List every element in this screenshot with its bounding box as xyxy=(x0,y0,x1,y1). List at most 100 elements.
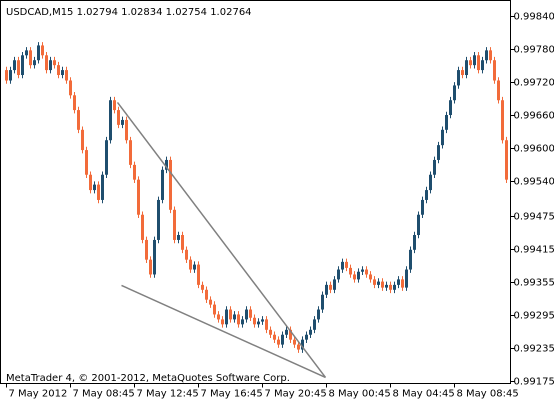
candle-body xyxy=(201,284,204,290)
candle-body xyxy=(405,269,408,288)
candle-body xyxy=(193,264,196,270)
candle-body xyxy=(377,281,380,285)
trend-line xyxy=(121,284,326,379)
candle-body xyxy=(329,284,332,290)
candle-body xyxy=(37,45,40,61)
candle-body xyxy=(349,267,352,275)
candle-body xyxy=(141,214,144,240)
candle-body xyxy=(309,329,312,335)
candle-body xyxy=(129,140,132,165)
x-tick-label: 8 May 04:45 xyxy=(393,389,455,400)
candle-body xyxy=(181,235,184,250)
candle-body xyxy=(25,50,28,56)
candle-body xyxy=(117,110,120,125)
candle-body xyxy=(61,70,64,76)
candle-body xyxy=(205,289,208,300)
candle-body xyxy=(445,115,448,130)
candle-body xyxy=(333,279,336,290)
candle-body xyxy=(81,129,84,151)
candle-body xyxy=(481,60,484,71)
candle-body xyxy=(77,110,80,130)
candle-body xyxy=(109,100,112,141)
candle-body xyxy=(381,281,384,288)
y-tick-label: 0.99475 xyxy=(514,212,554,223)
candle-body xyxy=(41,45,44,56)
candle-body xyxy=(269,329,272,335)
y-tick-label: 0.99415 xyxy=(514,245,554,256)
candle-body xyxy=(429,174,432,191)
candle-body xyxy=(401,279,404,288)
plot-marks xyxy=(5,42,508,379)
candle-body xyxy=(361,269,364,272)
candle-body xyxy=(13,60,16,71)
y-tick-label: 0.99540 xyxy=(514,177,554,188)
candle-body xyxy=(469,60,472,66)
candle-body xyxy=(53,60,56,66)
candle-body xyxy=(137,179,140,215)
candle-body xyxy=(93,184,96,191)
candle-body xyxy=(421,199,424,215)
candle-body xyxy=(257,321,260,325)
candle-body xyxy=(357,271,360,280)
plot-frame xyxy=(0,0,511,384)
candle-body xyxy=(501,100,504,141)
candle-body xyxy=(393,284,396,290)
candle-body xyxy=(441,129,444,146)
x-tick-label: 7 May 20:45 xyxy=(265,389,327,400)
candle-body xyxy=(353,274,356,280)
candle-body xyxy=(29,50,32,66)
candle-body xyxy=(101,174,104,200)
candle-body xyxy=(249,309,252,318)
candle-body xyxy=(341,261,344,270)
candle-body xyxy=(57,65,60,76)
y-tick-label: 0.99295 xyxy=(514,311,554,322)
candle-body xyxy=(489,50,492,61)
y-tick-label: 0.99840 xyxy=(514,12,554,23)
candle-body xyxy=(425,190,428,200)
candle-body xyxy=(253,317,256,325)
candle-body xyxy=(301,339,304,350)
candle-body xyxy=(161,169,164,200)
candle-body xyxy=(389,284,392,290)
candle-body xyxy=(97,184,100,200)
y-tick-label: 0.99175 xyxy=(514,377,554,388)
candle-body xyxy=(397,279,400,285)
y-tick-label: 0.99235 xyxy=(514,344,554,355)
candle-body xyxy=(505,140,508,180)
candle-body xyxy=(113,100,116,111)
candle-body xyxy=(45,55,48,71)
candle-body xyxy=(209,299,212,305)
candle-body xyxy=(153,239,156,275)
candle-body xyxy=(473,55,476,66)
candle-body xyxy=(149,259,152,275)
candle-body xyxy=(417,214,420,236)
candle-body xyxy=(73,95,76,111)
candle-body xyxy=(133,164,136,180)
x-tick-label: 7 May 16:45 xyxy=(201,389,263,400)
candle-body xyxy=(477,55,480,71)
candle-body xyxy=(409,249,412,270)
candle-body xyxy=(365,269,368,275)
y-tick-label: 0.99720 xyxy=(514,78,554,89)
candle-body xyxy=(125,119,128,141)
candle-body xyxy=(497,80,500,101)
candle-body xyxy=(33,60,36,66)
candle-body xyxy=(173,209,176,240)
y-tick-label: 0.99355 xyxy=(514,278,554,289)
candle-body xyxy=(297,344,300,350)
candle-body xyxy=(305,334,308,340)
candle-body xyxy=(177,235,180,240)
candle-body xyxy=(293,339,296,345)
candle-body xyxy=(217,314,220,320)
candle-body xyxy=(313,319,316,330)
candle-body xyxy=(21,55,24,76)
candle-body xyxy=(437,145,440,160)
candle-body xyxy=(5,70,8,81)
candle-body xyxy=(453,85,456,101)
x-tick-label: 7 May 08:45 xyxy=(73,389,135,400)
candle-body xyxy=(237,314,240,325)
candle-body xyxy=(449,100,452,116)
candle-body xyxy=(277,339,280,345)
candle-body xyxy=(413,235,416,250)
